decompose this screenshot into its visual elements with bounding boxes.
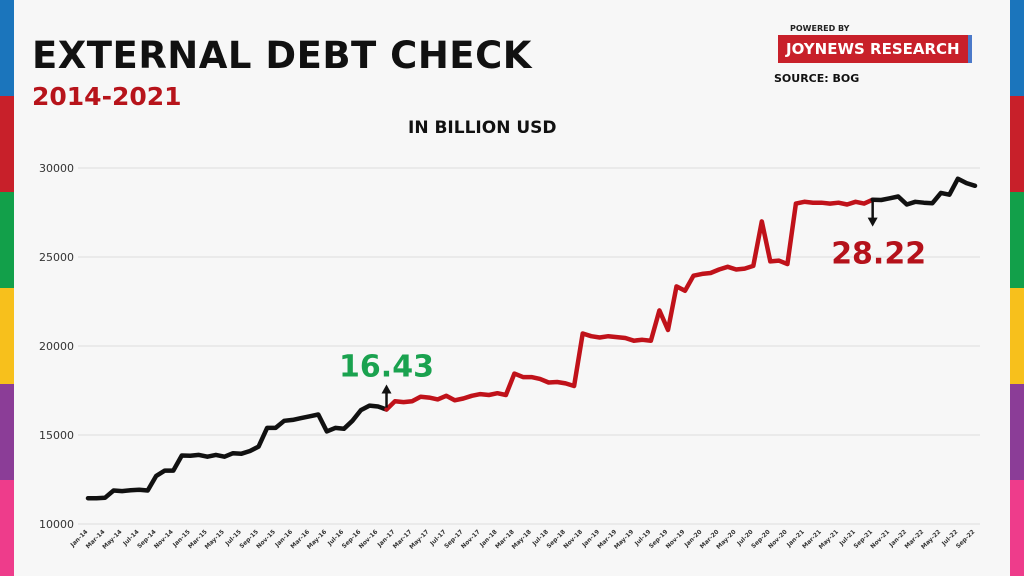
y-tick-label: 10000 — [39, 518, 74, 531]
x-tick-label: Nov-17 — [460, 528, 482, 550]
stripe-band-5 — [1010, 480, 1024, 576]
right-color-stripe — [1010, 0, 1024, 576]
stripe-band-1 — [1010, 96, 1024, 192]
stripe-band-4 — [0, 384, 14, 480]
annotation-arrowhead — [381, 384, 392, 394]
stripe-band-3 — [1010, 288, 1024, 384]
stripe-band-2 — [1010, 192, 1024, 288]
series-line-black-end — [870, 176, 978, 207]
annotation-label: 16.43 — [339, 350, 434, 385]
y-tick-label: 15000 — [39, 429, 74, 442]
left-color-stripe — [0, 0, 14, 576]
y-tick-label: 20000 — [39, 340, 74, 353]
stripe-band-4 — [1010, 384, 1024, 480]
x-tick-label: Nov-20 — [767, 528, 789, 550]
stripe-band-0 — [0, 0, 14, 96]
brand-logo: JOYNEWS RESEARCH — [778, 35, 972, 63]
stripe-band-2 — [0, 192, 14, 288]
x-tick-label: Nov-18 — [562, 528, 584, 550]
page-title: EXTERNAL DEBT CHECK — [32, 34, 532, 77]
annotation-arrowhead — [867, 217, 878, 227]
x-tick-label: Nov-19 — [665, 528, 687, 550]
stripe-band-1 — [0, 96, 14, 192]
y-tick-label: 25000 — [39, 251, 74, 264]
source-label: SOURCE: BOG — [774, 72, 860, 85]
stripe-band-3 — [0, 288, 14, 384]
series-line-red — [384, 197, 875, 412]
x-tick-label: Nov-15 — [255, 528, 277, 550]
x-tick-label: Nov-21 — [869, 528, 891, 550]
chart-title: IN BILLION USD — [408, 118, 557, 138]
series-line-black-start — [85, 403, 389, 501]
x-tick-label: Nov-14 — [153, 528, 175, 550]
stripe-band-0 — [1010, 0, 1024, 96]
page-subtitle: 2014-2021 — [32, 82, 182, 111]
powered-by-label: POWERED BY — [790, 24, 850, 33]
y-tick-label: 30000 — [39, 162, 74, 175]
stripe-band-5 — [0, 480, 14, 576]
x-tick-label: Nov-16 — [358, 528, 380, 550]
x-tick-label: Sep-22 — [955, 528, 977, 550]
annotation-label: 28.22 — [831, 237, 926, 272]
